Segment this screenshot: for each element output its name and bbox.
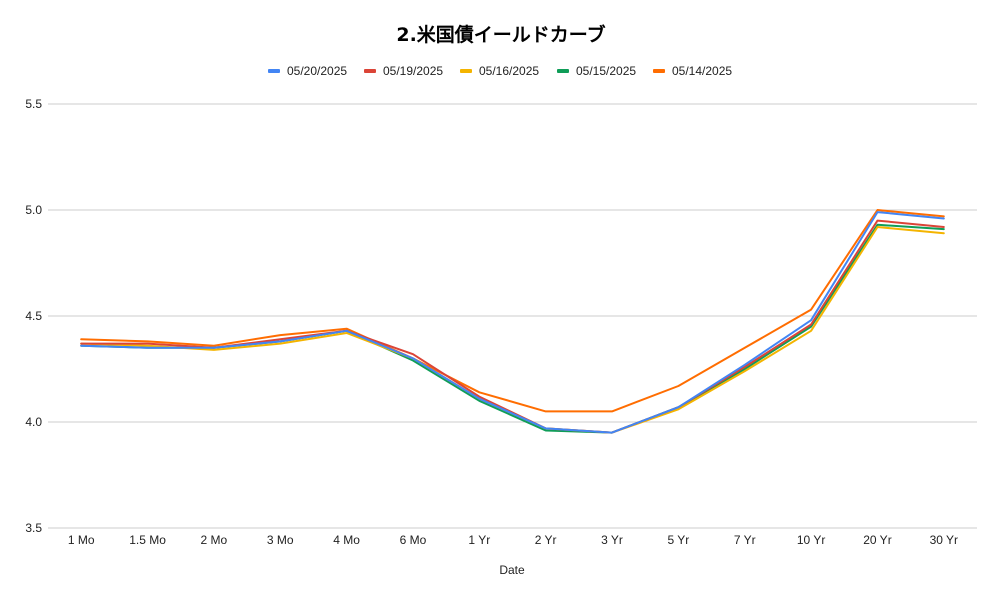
- legend-item[interactable]: 05/15/2025: [557, 64, 636, 78]
- legend-swatch: [653, 69, 665, 73]
- legend-item[interactable]: 05/20/2025: [268, 64, 347, 78]
- x-tick-label: 7 Yr: [734, 533, 756, 547]
- legend-label: 05/15/2025: [576, 64, 636, 78]
- x-tick-label: 1 Mo: [68, 533, 95, 547]
- series-lines: [80, 209, 945, 434]
- series-line: [80, 211, 945, 434]
- gridlines: [48, 103, 977, 529]
- x-tick-label: 3 Yr: [601, 533, 623, 547]
- x-tick-label: 2 Yr: [535, 533, 557, 547]
- legend-swatch: [557, 69, 569, 73]
- x-tick-label: 6 Mo: [400, 533, 427, 547]
- legend-item[interactable]: 05/16/2025: [460, 64, 539, 78]
- y-tick-label: 4.0: [25, 415, 42, 429]
- y-tick-label: 5.5: [25, 97, 42, 111]
- x-tick-label: 4 Mo: [333, 533, 360, 547]
- x-tick-label: 1 Yr: [468, 533, 490, 547]
- y-tick-label: 5.0: [25, 203, 42, 217]
- y-tick-label: 4.5: [25, 309, 42, 323]
- legend-label: 05/16/2025: [479, 64, 539, 78]
- x-tick-label: 30 Yr: [930, 533, 958, 547]
- legend-swatch: [460, 69, 472, 73]
- legend-item[interactable]: 05/14/2025: [653, 64, 732, 78]
- chart-title: 2.米国債イールドカーブ: [396, 23, 605, 46]
- x-axis-label: Date: [499, 563, 525, 577]
- series-line: [80, 209, 945, 413]
- legend-label: 05/19/2025: [383, 64, 443, 78]
- x-tick-label: 5 Yr: [667, 533, 689, 547]
- legend-swatch: [268, 69, 280, 73]
- legend-label: 05/20/2025: [287, 64, 347, 78]
- legend-swatch: [364, 69, 376, 73]
- legend-item[interactable]: 05/19/2025: [364, 64, 443, 78]
- y-tick-label: 3.5: [25, 521, 42, 535]
- x-axis-ticks: 1 Mo 1.5 Mo 2 Mo 3 Mo 4 Mo 6 Mo 1 Yr 2 Yr 3 Yr 5 …: [68, 533, 958, 547]
- x-tick-label: 10 Yr: [797, 533, 825, 547]
- x-tick-label: 2 Mo: [201, 533, 228, 547]
- legend: 05/20/2025 05/19/2025 05/16/2025 05/15/2025…: [268, 64, 732, 78]
- y-axis-ticks: 3.5 4.0 4.5 5.0 5.5: [25, 97, 42, 535]
- legend-label: 05/14/2025: [672, 64, 732, 78]
- x-tick-label: 3 Mo: [267, 533, 294, 547]
- x-tick-label: 20 Yr: [863, 533, 891, 547]
- x-tick-label: 1.5 Mo: [129, 533, 166, 547]
